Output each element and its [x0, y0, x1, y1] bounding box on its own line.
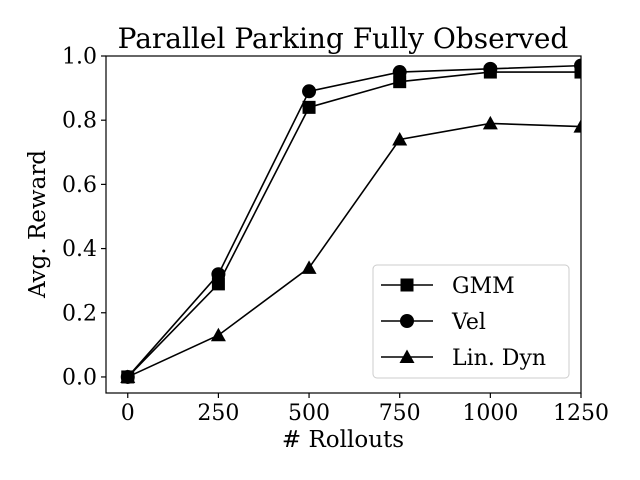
legend-item: GMM: [381, 274, 515, 299]
x-tick-label: 750: [379, 401, 421, 426]
x-tick-label: 250: [197, 401, 239, 426]
legend-item: Lin. Dyn: [381, 346, 546, 371]
legend-marker: [400, 278, 414, 292]
y-axis: 0.0 0.2 0.4 0.6 0.8 1.0: [62, 45, 106, 390]
data-point: [302, 100, 316, 114]
data-point: [301, 260, 317, 274]
series-layer: [120, 58, 581, 384]
data-point: [483, 61, 498, 76]
y-tick-label: 0.8: [62, 109, 97, 134]
series-line: [127, 122, 581, 378]
legend-item: Vel: [381, 310, 486, 335]
x-tick-label: 1000: [462, 401, 518, 426]
data-point: [392, 65, 407, 80]
data-point: [120, 369, 135, 384]
data-point: [482, 115, 498, 130]
plot-frame: [105, 55, 582, 394]
data-point: [211, 267, 226, 282]
y-tick-label: 1.0: [62, 45, 97, 70]
legend-box: [372, 264, 570, 379]
data-point: [574, 65, 581, 79]
data-point: [573, 119, 581, 133]
series-line: [127, 71, 581, 378]
x-axis: 0 250 500 750 1000 1250: [121, 393, 609, 426]
legend-label: Vel: [451, 310, 486, 335]
data-point: [302, 84, 317, 99]
data-point: [574, 58, 581, 73]
x-tick-label: 500: [288, 401, 330, 426]
y-tick-label: 0.4: [62, 237, 97, 262]
legend-label: Lin. Dyn: [452, 346, 546, 371]
data-point: [392, 131, 408, 146]
data-point: [393, 75, 407, 89]
x-tick-label: 1250: [553, 401, 609, 426]
legend: GMM Vel Lin. Dyn: [372, 264, 570, 379]
series-square: [121, 65, 581, 384]
chart-title: Parallel Parking Fully Observed: [118, 22, 569, 55]
y-axis-label: Avg. Reward: [25, 150, 51, 299]
legend-label: GMM: [452, 274, 515, 299]
series-circle: [120, 58, 581, 384]
series-line: [127, 64, 581, 378]
data-point: [210, 327, 226, 342]
data-point: [211, 277, 225, 291]
y-tick-label: 0.0: [62, 365, 97, 390]
y-tick-label: 0.6: [62, 173, 97, 198]
x-axis-label: # Rollouts: [282, 427, 404, 453]
legend-marker: [400, 314, 414, 328]
y-tick-label: 0.2: [62, 301, 97, 326]
legend-marker: [399, 349, 415, 363]
x-tick-label: 0: [121, 401, 135, 426]
